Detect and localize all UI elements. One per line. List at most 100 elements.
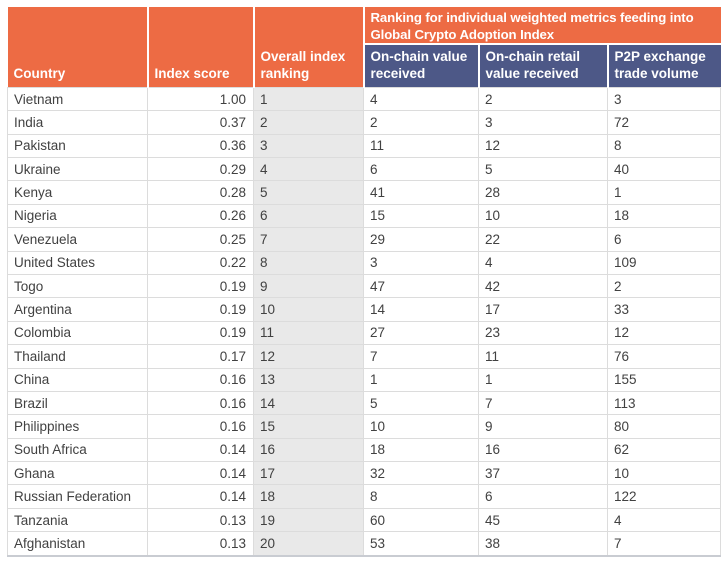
onchain-retail-rank-cell: 7 (478, 390, 608, 416)
country-cell: Ghana (7, 461, 148, 486)
overall-rank-cell: 2 (253, 110, 364, 135)
overall-rank-cell: 3 (253, 133, 364, 158)
onchain-value-rank-cell: 11 (363, 133, 479, 158)
index-score-cell: 1.00 (147, 86, 254, 112)
p2p-volume-rank-cell: 122 (606, 484, 722, 509)
onchain-value-rank-cell: 60 (363, 507, 479, 533)
overall-rank-cell: 1 (253, 86, 364, 112)
index-score-cell: 0.16 (147, 414, 254, 439)
p2p-volume-rank-cell: 7 (606, 531, 722, 557)
p2p-volume-rank-cell: 76 (606, 344, 722, 369)
table-row: Tanzania 0.13 19 60 45 4 (7, 507, 722, 533)
overall-rank-cell: 10 (253, 297, 364, 322)
p2p-volume-rank-cell: 155 (606, 367, 722, 392)
table-row: Afghanistan 0.13 20 53 38 7 (7, 531, 722, 557)
onchain-value-rank-cell: 53 (363, 531, 479, 557)
onchain-value-rank-cell: 2 (363, 110, 479, 135)
index-score-cell: 0.25 (147, 227, 254, 252)
country-cell: Argentina (7, 297, 148, 322)
onchain-retail-rank-cell: 9 (478, 414, 608, 439)
column-header-onchain-value-received: On-chain value received (362, 43, 479, 88)
country-cell: Russian Federation (7, 484, 148, 509)
column-header-overall-index-ranking: Overall index ranking (252, 7, 364, 88)
index-score-cell: 0.26 (147, 203, 254, 229)
p2p-volume-rank-cell: 12 (606, 320, 722, 346)
overall-rank-cell: 12 (253, 344, 364, 369)
onchain-value-rank-cell: 15 (363, 203, 479, 229)
country-cell: China (7, 367, 148, 392)
onchain-value-rank-cell: 47 (363, 273, 479, 299)
country-cell: Nigeria (7, 203, 148, 229)
overall-rank-cell: 8 (253, 250, 364, 275)
onchain-retail-rank-cell: 1 (478, 367, 608, 392)
table-row: China 0.16 13 1 1 155 (7, 367, 722, 392)
onchain-value-rank-cell: 27 (363, 320, 479, 346)
onchain-value-rank-cell: 14 (363, 297, 479, 322)
header-row-top: Country Index score Overall index rankin… (7, 7, 721, 88)
table-row: Vietnam 1.00 1 4 2 3 (7, 86, 722, 112)
table-row: Russian Federation 0.14 18 8 6 122 (7, 484, 722, 509)
p2p-volume-rank-cell: 109 (606, 250, 722, 275)
country-cell: Thailand (7, 344, 148, 369)
overall-rank-cell: 18 (253, 484, 364, 509)
overall-rank-cell: 5 (253, 180, 364, 205)
table-row: India 0.37 2 2 3 72 (7, 110, 722, 135)
onchain-retail-rank-cell: 23 (478, 320, 608, 346)
p2p-volume-rank-cell: 3 (606, 86, 722, 112)
p2p-volume-rank-cell: 6 (606, 227, 722, 252)
overall-rank-cell: 14 (253, 390, 364, 416)
country-cell: Vietnam (7, 86, 148, 112)
onchain-value-rank-cell: 3 (363, 250, 479, 275)
index-score-cell: 0.29 (147, 156, 254, 182)
index-score-cell: 0.17 (147, 344, 254, 369)
onchain-retail-rank-cell: 37 (478, 461, 608, 486)
index-score-cell: 0.36 (147, 133, 254, 158)
overall-rank-cell: 16 (253, 437, 364, 463)
overall-rank-cell: 13 (253, 367, 364, 392)
onchain-retail-rank-cell: 2 (478, 86, 608, 112)
onchain-value-rank-cell: 41 (363, 180, 479, 205)
onchain-value-rank-cell: 4 (363, 86, 479, 112)
spanning-header-weighted-metrics: Ranking for individual weighted metrics … (362, 7, 721, 45)
onchain-value-rank-cell: 8 (363, 484, 479, 509)
onchain-retail-rank-cell: 28 (478, 180, 608, 205)
country-cell: Pakistan (7, 133, 148, 158)
crypto-adoption-table: Country Index score Overall index rankin… (7, 7, 722, 557)
table-row: Venezuela 0.25 7 29 22 6 (7, 227, 722, 252)
onchain-retail-rank-cell: 6 (478, 484, 608, 509)
country-cell: Brazil (7, 390, 148, 416)
table-row: Colombia 0.19 11 27 23 12 (7, 320, 722, 346)
onchain-value-rank-cell: 10 (363, 414, 479, 439)
country-cell: South Africa (7, 437, 148, 463)
table-row: Thailand 0.17 12 7 11 76 (7, 344, 722, 369)
onchain-value-rank-cell: 18 (363, 437, 479, 463)
overall-rank-cell: 20 (253, 531, 364, 557)
header-row-sub: On-chain value received On-chain retail … (8, 43, 721, 88)
p2p-volume-rank-cell: 62 (606, 437, 722, 463)
onchain-value-rank-cell: 6 (363, 156, 479, 182)
onchain-retail-rank-cell: 38 (478, 531, 608, 557)
p2p-volume-rank-cell: 1 (606, 180, 722, 205)
country-cell: Tanzania (7, 507, 148, 533)
country-cell: Philippines (7, 414, 148, 439)
overall-rank-cell: 7 (253, 227, 364, 252)
overall-rank-cell: 6 (253, 203, 364, 229)
p2p-volume-rank-cell: 4 (606, 507, 722, 533)
table-row: Kenya 0.28 5 41 28 1 (7, 180, 722, 205)
country-cell: Colombia (7, 320, 148, 346)
overall-rank-cell: 15 (253, 414, 364, 439)
column-header-onchain-retail-value-received: On-chain retail value received (477, 43, 608, 88)
onchain-value-rank-cell: 7 (363, 344, 479, 369)
index-score-cell: 0.19 (147, 297, 254, 322)
table-row: Nigeria 0.26 6 15 10 18 (7, 203, 722, 229)
onchain-retail-rank-cell: 11 (478, 344, 608, 369)
column-header-country: Country (7, 7, 148, 88)
p2p-volume-rank-cell: 40 (606, 156, 722, 182)
table-body: Vietnam 1.00 1 4 2 3 India 0.37 2 2 3 72 Pakistan 0.3… (7, 86, 722, 557)
country-cell: Kenya (7, 180, 148, 205)
overall-rank-cell: 4 (253, 156, 364, 182)
overall-rank-cell: 9 (253, 273, 364, 299)
table-row: United States 0.22 8 3 4 109 (7, 250, 722, 275)
onchain-value-rank-cell: 29 (363, 227, 479, 252)
